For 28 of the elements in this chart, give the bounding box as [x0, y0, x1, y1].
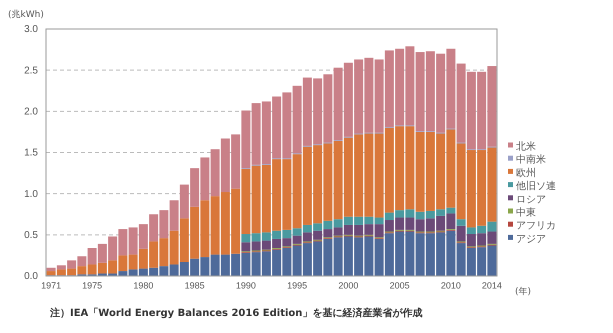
legend-label: ロシア [516, 194, 546, 206]
legend-label: 中東 [516, 206, 536, 218]
x-tick-label: 2000 [338, 280, 358, 290]
y-tick-label: 0.5 [24, 230, 38, 242]
y-tick-label: 0.0 [24, 271, 38, 282]
legend-label: 欧州 [516, 166, 536, 179]
y-axis-title: (兆kWh) [8, 9, 44, 20]
y-tick-label: 2.0 [24, 106, 38, 118]
legend-label: アジア [516, 234, 546, 245]
x-tick-label: 1990 [236, 280, 256, 290]
legend-label: アフリカ [516, 220, 556, 232]
y-tick-label: 1.5 [24, 148, 38, 159]
y-tick-label: 2.5 [24, 65, 38, 76]
legend-label: 他旧ソ連 [516, 180, 556, 192]
y-tick-label: 1.0 [24, 188, 38, 200]
x-tick-label: 1975 [82, 280, 102, 290]
legend-label: 北米 [516, 140, 536, 152]
x-tick-label: 2005 [390, 280, 410, 290]
legend-label: 中南米 [516, 154, 546, 166]
x-tick-label: 1985 [184, 280, 205, 290]
text: 注）IEA「World Energy Balances 2016 Edition」を基に経済産業省が作成 [49, 307, 422, 319]
x-axis-title: (年) [515, 286, 532, 297]
y-tick-label: 3.0 [24, 24, 38, 36]
x-tick-label: 1995 [287, 280, 308, 290]
x-tick-label: 2010 [440, 280, 461, 290]
x-tick-label: 1980 [133, 280, 154, 290]
x-tick-label: 2014 [482, 280, 502, 290]
x-tick-label: 1971 [41, 280, 62, 290]
